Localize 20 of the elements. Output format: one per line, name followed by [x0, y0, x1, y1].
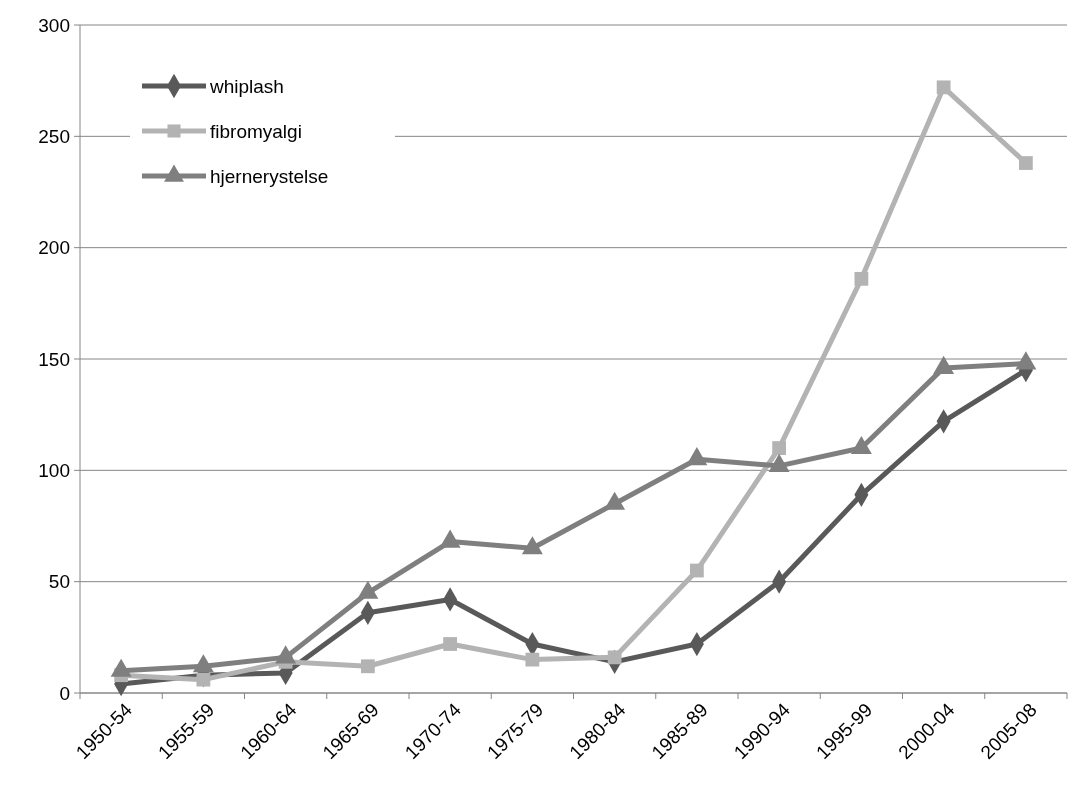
y-tick-label: 150 [38, 348, 70, 370]
point [443, 637, 458, 651]
point [772, 441, 787, 455]
legend-label: hjernerystelse [210, 165, 329, 187]
legend-label: whiplash [209, 75, 284, 97]
point [360, 659, 375, 674]
point [854, 271, 869, 286]
y-tick-label: 300 [38, 14, 70, 36]
y-tick-label: 100 [38, 459, 70, 481]
y-tick-label: 200 [38, 237, 70, 259]
point [525, 652, 540, 667]
point [689, 563, 704, 578]
y-tick-label: 250 [38, 125, 70, 147]
y-tick-label: 50 [48, 571, 70, 593]
point [1018, 156, 1033, 170]
legend-label: fibromyalgi [210, 120, 302, 142]
point [936, 80, 951, 95]
point [607, 650, 622, 665]
point [196, 672, 211, 687]
y-tick-label: 0 [59, 682, 70, 704]
